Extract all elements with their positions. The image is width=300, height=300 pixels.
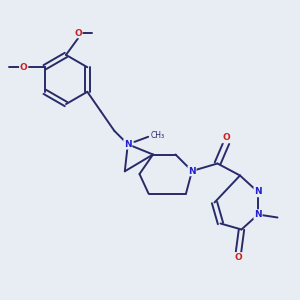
Text: N: N (124, 140, 132, 149)
Text: O: O (74, 28, 82, 38)
Text: N: N (254, 210, 262, 219)
Text: N: N (254, 188, 262, 196)
Text: O: O (223, 134, 230, 142)
Text: CH₃: CH₃ (150, 131, 164, 140)
Text: N: N (188, 167, 196, 176)
Text: O: O (20, 63, 28, 72)
Text: O: O (235, 253, 242, 262)
